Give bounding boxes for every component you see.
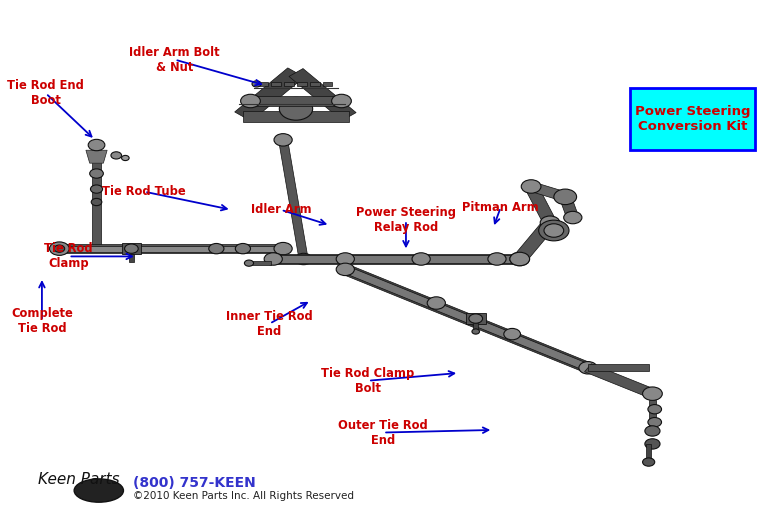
- Polygon shape: [310, 82, 320, 86]
- FancyBboxPatch shape: [630, 88, 755, 150]
- Circle shape: [427, 297, 445, 309]
- Polygon shape: [648, 400, 656, 430]
- Circle shape: [274, 134, 292, 146]
- Circle shape: [644, 426, 660, 436]
- Polygon shape: [289, 68, 356, 121]
- Polygon shape: [296, 82, 306, 86]
- Text: Power Steering
Relay Rod: Power Steering Relay Rod: [356, 206, 456, 234]
- Circle shape: [504, 328, 521, 340]
- Polygon shape: [86, 150, 107, 163]
- Circle shape: [643, 458, 654, 466]
- Text: Keen Parts: Keen Parts: [38, 472, 120, 486]
- Circle shape: [648, 405, 661, 414]
- Polygon shape: [235, 68, 304, 121]
- Polygon shape: [57, 244, 285, 253]
- Circle shape: [54, 245, 65, 252]
- Circle shape: [295, 253, 312, 265]
- Polygon shape: [646, 444, 651, 461]
- Circle shape: [469, 314, 483, 323]
- Circle shape: [644, 439, 660, 449]
- Circle shape: [579, 362, 597, 374]
- Circle shape: [90, 185, 102, 193]
- Circle shape: [274, 242, 292, 255]
- Text: Power Steering
Conversion Kit: Power Steering Conversion Kit: [634, 105, 750, 133]
- Circle shape: [236, 243, 250, 254]
- Text: Tie Rod
Clamp: Tie Rod Clamp: [44, 242, 92, 270]
- Circle shape: [332, 94, 351, 108]
- Bar: [122, 243, 141, 254]
- Polygon shape: [279, 139, 308, 260]
- Text: Inner Tie Rod
End: Inner Tie Rod End: [226, 310, 313, 338]
- Circle shape: [89, 139, 105, 151]
- Circle shape: [336, 253, 354, 265]
- Circle shape: [122, 155, 129, 161]
- Polygon shape: [528, 182, 568, 201]
- Ellipse shape: [74, 479, 123, 502]
- Polygon shape: [250, 96, 341, 106]
- Circle shape: [564, 211, 582, 224]
- Text: Tie Rod Tube: Tie Rod Tube: [102, 185, 186, 198]
- Circle shape: [544, 224, 564, 237]
- Circle shape: [252, 81, 261, 87]
- Circle shape: [125, 244, 139, 253]
- Circle shape: [472, 329, 480, 334]
- Text: Idler Arm: Idler Arm: [250, 203, 311, 217]
- Polygon shape: [588, 364, 648, 371]
- Polygon shape: [343, 266, 591, 371]
- Circle shape: [488, 253, 506, 265]
- Polygon shape: [250, 261, 271, 265]
- Circle shape: [244, 260, 253, 266]
- Polygon shape: [57, 246, 285, 252]
- Polygon shape: [258, 82, 268, 86]
- Circle shape: [643, 387, 662, 400]
- Text: Pitman Arm: Pitman Arm: [463, 200, 539, 214]
- Circle shape: [209, 243, 224, 254]
- Polygon shape: [271, 82, 281, 86]
- Bar: [466, 313, 486, 324]
- Circle shape: [510, 252, 530, 266]
- Polygon shape: [584, 364, 656, 398]
- Polygon shape: [524, 185, 557, 224]
- Circle shape: [554, 189, 577, 205]
- Circle shape: [541, 216, 560, 229]
- Polygon shape: [559, 196, 579, 219]
- Polygon shape: [284, 82, 293, 86]
- Circle shape: [280, 97, 313, 120]
- Polygon shape: [243, 111, 349, 122]
- Circle shape: [241, 94, 260, 108]
- Circle shape: [111, 152, 122, 159]
- Polygon shape: [92, 150, 101, 249]
- Polygon shape: [273, 255, 520, 263]
- Circle shape: [648, 418, 661, 427]
- Polygon shape: [474, 323, 478, 330]
- Circle shape: [510, 252, 530, 266]
- Text: (800) 757-KEEN: (800) 757-KEEN: [133, 476, 256, 490]
- Circle shape: [336, 263, 354, 276]
- Polygon shape: [341, 265, 592, 372]
- Text: Tie Rod End
Boot: Tie Rod End Boot: [7, 79, 84, 107]
- Polygon shape: [513, 220, 557, 262]
- Text: ©2010 Keen Parts Inc. All Rights Reserved: ©2010 Keen Parts Inc. All Rights Reserve…: [133, 491, 354, 501]
- Circle shape: [89, 169, 103, 178]
- Text: Outer Tie Rod
End: Outer Tie Rod End: [338, 419, 428, 447]
- Circle shape: [49, 242, 69, 255]
- Circle shape: [91, 198, 102, 206]
- Polygon shape: [323, 82, 333, 86]
- Text: Tie Rod Clamp
Bolt: Tie Rod Clamp Bolt: [321, 367, 415, 395]
- Polygon shape: [129, 254, 134, 262]
- Circle shape: [412, 253, 430, 265]
- Text: Idler Arm Bolt
& Nut: Idler Arm Bolt & Nut: [129, 46, 220, 74]
- Circle shape: [521, 180, 541, 193]
- Circle shape: [264, 253, 283, 265]
- Circle shape: [539, 220, 569, 241]
- Text: Complete
Tie Rod: Complete Tie Rod: [11, 307, 73, 335]
- Polygon shape: [273, 254, 520, 264]
